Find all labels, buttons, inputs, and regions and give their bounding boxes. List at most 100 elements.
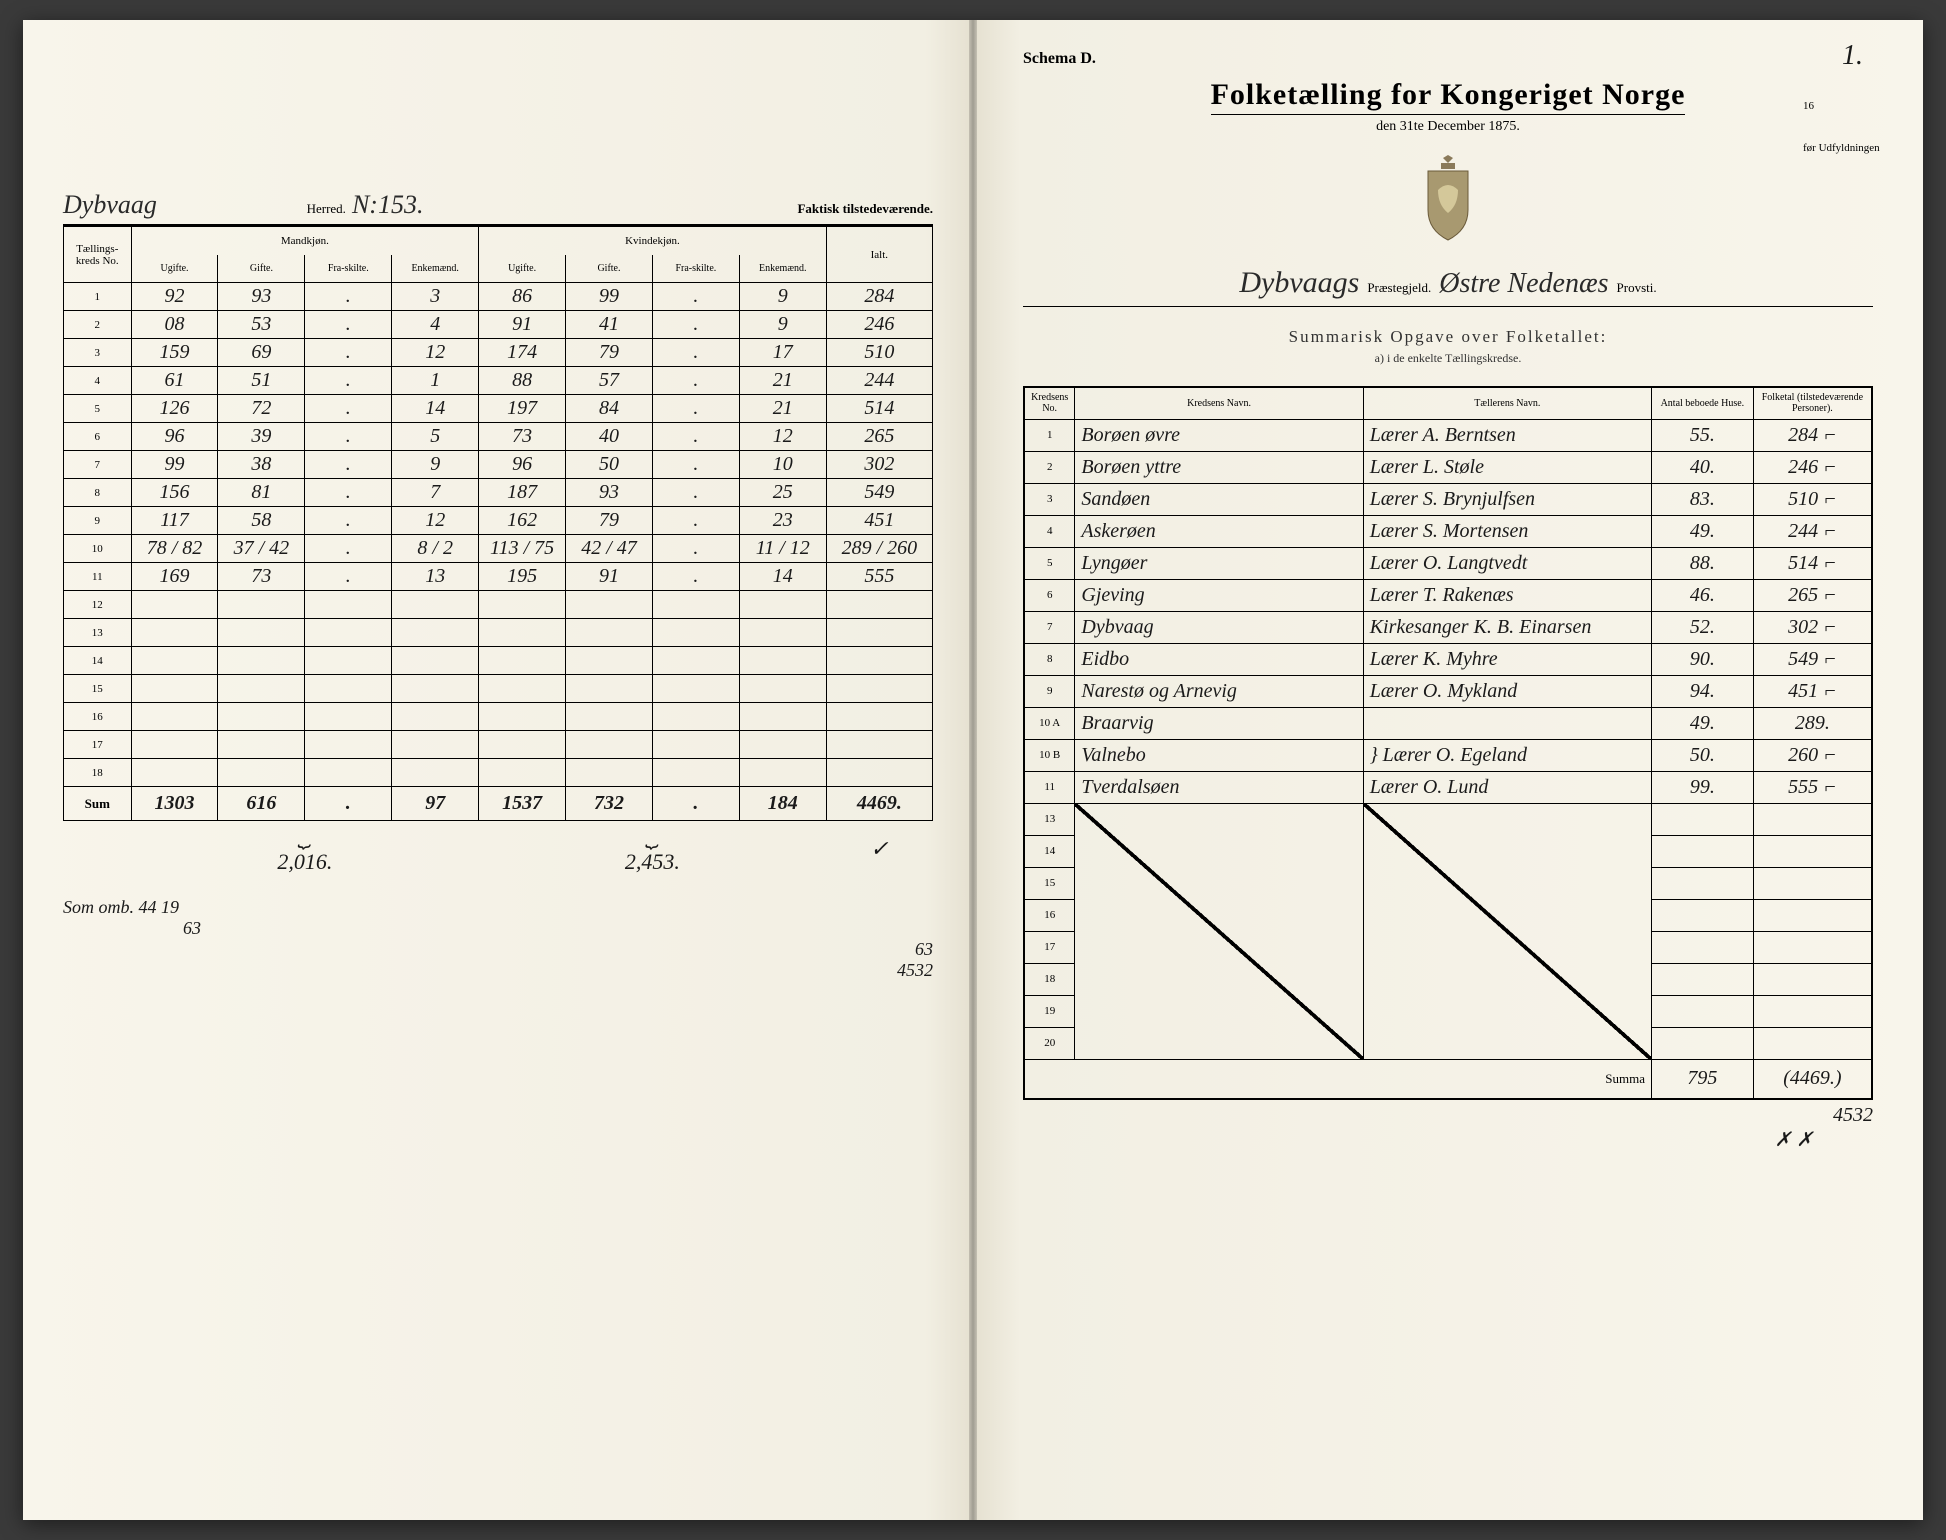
row-number: 11 xyxy=(1024,771,1075,803)
cell-value xyxy=(218,759,305,787)
herred-label: Herred. xyxy=(307,201,346,217)
row-number: 7 xyxy=(1024,611,1075,643)
folketal: 246 ⌐ xyxy=(1753,451,1872,483)
cell-value xyxy=(479,647,566,675)
cell-value xyxy=(826,759,932,787)
taeller-navn: Lærer O. Mykland xyxy=(1363,675,1651,707)
note4: 4532 xyxy=(897,960,933,981)
brace-check: ✓ xyxy=(826,821,932,878)
folketal: 265 ⌐ xyxy=(1753,579,1872,611)
cell-value: 08 xyxy=(131,311,218,339)
cell-value: 81 xyxy=(218,479,305,507)
cell-value xyxy=(392,759,479,787)
table-row: 14 xyxy=(64,647,933,675)
note1: Som omb. 44 19 xyxy=(63,897,933,918)
cell-value xyxy=(652,675,739,703)
cell-value xyxy=(652,619,739,647)
cell-value: 21 xyxy=(739,395,826,423)
cell-value xyxy=(739,619,826,647)
antal-huse xyxy=(1652,963,1754,995)
cell-value: 84 xyxy=(566,395,653,423)
cell-value: 92 xyxy=(131,283,218,311)
cell-value: 96 xyxy=(131,423,218,451)
folketal: 549 ⌐ xyxy=(1753,643,1872,675)
cell-value: 14 xyxy=(392,395,479,423)
sum-kg: 732 xyxy=(566,787,653,821)
cell-value: 91 xyxy=(479,311,566,339)
sum-label: Sum xyxy=(64,787,132,821)
cell-value xyxy=(479,759,566,787)
cell-value xyxy=(652,647,739,675)
cell-value: . xyxy=(652,507,739,535)
sub-k-fra: Fra-skilte. xyxy=(652,255,739,283)
note4-row: 4532 xyxy=(63,960,933,981)
antal-huse xyxy=(1652,931,1754,963)
antal-huse: 55. xyxy=(1652,419,1754,451)
antal-huse xyxy=(1652,1027,1754,1059)
cell-value: 156 xyxy=(131,479,218,507)
folketal xyxy=(1753,835,1872,867)
row-number: 1 xyxy=(1024,419,1075,451)
cell-value xyxy=(479,591,566,619)
sum-kf: . xyxy=(652,787,739,821)
folketal xyxy=(1753,1027,1872,1059)
antal-huse xyxy=(1652,867,1754,899)
cell-value: 514 xyxy=(826,395,932,423)
book-spine xyxy=(969,20,977,1520)
folketal: 451 ⌐ xyxy=(1753,675,1872,707)
folketal: 302 ⌐ xyxy=(1753,611,1872,643)
cell-value xyxy=(218,619,305,647)
cell-value: 57 xyxy=(566,367,653,395)
cell-value xyxy=(826,619,932,647)
folketal: 244 ⌐ xyxy=(1753,515,1872,547)
crest-icon xyxy=(1413,155,1483,245)
cell-value: . xyxy=(305,451,392,479)
cell-value: . xyxy=(305,339,392,367)
cell-value xyxy=(652,759,739,787)
sum-me: 97 xyxy=(392,787,479,821)
cell-value: 61 xyxy=(131,367,218,395)
row-number: 5 xyxy=(64,395,132,423)
summa-folk: (4469.) xyxy=(1753,1059,1872,1099)
cell-value: 5 xyxy=(392,423,479,451)
col-ialt: Ialt. xyxy=(826,227,932,283)
table-row: 46151.18857.21244 xyxy=(64,367,933,395)
kreds-navn: Lyngøer xyxy=(1075,547,1363,579)
folketal: 510 ⌐ xyxy=(1753,483,1872,515)
table-row: 10 ABraarvig49.289. xyxy=(1024,707,1872,739)
provsti-label: Provsti. xyxy=(1617,280,1657,296)
row-number: 2 xyxy=(64,311,132,339)
note2: 63 xyxy=(183,918,933,939)
sum-ku: 1537 xyxy=(479,787,566,821)
brace-m: ⏟2,016. xyxy=(131,821,479,878)
kreds-navn: Borøen øvre xyxy=(1075,419,1363,451)
antal-huse: 94. xyxy=(1652,675,1754,707)
row-number: 3 xyxy=(1024,483,1075,515)
row-number: 3 xyxy=(64,339,132,367)
row-number: 14 xyxy=(64,647,132,675)
taeller-navn: Lærer L. Støle xyxy=(1363,451,1651,483)
col-mand: Mandkjøn. xyxy=(131,227,479,255)
cell-value: 11 / 12 xyxy=(739,535,826,563)
row-number: 5 xyxy=(1024,547,1075,579)
cell-value: 126 xyxy=(131,395,218,423)
col-navn: Kredsens Navn. xyxy=(1075,387,1363,419)
col-kreds: Tællings-kreds No. xyxy=(64,227,132,283)
folketal xyxy=(1753,803,1872,835)
cell-value xyxy=(479,675,566,703)
row-number: 9 xyxy=(1024,675,1075,707)
row-number: 18 xyxy=(64,759,132,787)
cell-value: 195 xyxy=(479,563,566,591)
folketal: 555 ⌐ xyxy=(1753,771,1872,803)
table-row: 19293.38699.9284 xyxy=(64,283,933,311)
page-number: 1. xyxy=(1842,40,1863,72)
cell-value xyxy=(392,591,479,619)
row-number: 13 xyxy=(64,619,132,647)
taeller-navn: Lærer O. Langtvedt xyxy=(1363,547,1651,579)
table-row: 1Borøen øvreLærer A. Berntsen55.284 ⌐ xyxy=(1024,419,1872,451)
provsti-name: Østre Nedenæs xyxy=(1439,268,1608,300)
col-folk: Folketal (tilstedeværende Personer). xyxy=(1753,387,1872,419)
cell-value xyxy=(739,759,826,787)
cell-value: 9 xyxy=(739,311,826,339)
cell-value xyxy=(739,703,826,731)
